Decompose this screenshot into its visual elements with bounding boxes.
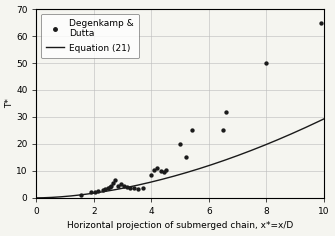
Point xyxy=(220,129,226,132)
Point xyxy=(113,178,118,182)
Point xyxy=(103,187,108,191)
X-axis label: Horizontal projection of submerged chain, x*=x/D: Horizontal projection of submerged chain… xyxy=(67,221,293,230)
Point xyxy=(116,184,121,188)
Point xyxy=(163,168,169,171)
Point xyxy=(140,186,145,190)
Point xyxy=(93,190,98,194)
Point xyxy=(154,166,160,170)
Point xyxy=(127,186,133,190)
Point xyxy=(95,189,101,193)
Point xyxy=(223,110,229,114)
Point xyxy=(183,156,189,159)
Point xyxy=(178,142,183,146)
Point xyxy=(149,173,154,177)
Point xyxy=(136,187,141,191)
Point xyxy=(78,193,84,197)
Point xyxy=(88,191,94,194)
Point xyxy=(106,186,111,190)
Point xyxy=(121,184,127,188)
Point xyxy=(107,185,113,189)
Point xyxy=(119,182,124,186)
Legend: Degenkamp &
Dutta, Equation (21): Degenkamp & Dutta, Equation (21) xyxy=(41,13,139,58)
Point xyxy=(100,188,105,192)
Point xyxy=(131,186,137,190)
Point xyxy=(264,61,269,65)
Point xyxy=(110,181,115,185)
Point xyxy=(151,168,157,171)
Point xyxy=(124,185,130,189)
Y-axis label: T*: T* xyxy=(6,98,14,108)
Point xyxy=(189,129,194,132)
Point xyxy=(161,170,167,174)
Point xyxy=(159,169,164,173)
Point xyxy=(109,184,114,188)
Point xyxy=(318,21,324,25)
